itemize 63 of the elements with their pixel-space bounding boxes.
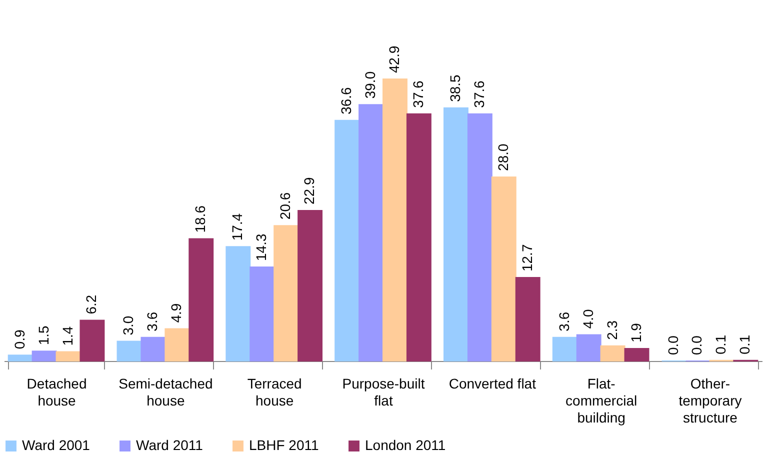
legend-label: London 2011 [365, 437, 446, 453]
bar [250, 266, 275, 362]
x-tick-label: Converted flat [448, 376, 536, 392]
bar [334, 120, 360, 362]
data-label: 0.1 [712, 334, 729, 354]
bar [491, 176, 516, 362]
data-label: 36.6 [338, 86, 354, 114]
bar [576, 334, 602, 362]
bar [358, 104, 384, 362]
bar [32, 350, 57, 362]
legend-label: Ward 2011 [136, 437, 204, 453]
data-label: 42.9 [386, 46, 402, 73]
data-label: 28.0 [494, 143, 511, 171]
data-label: 4.9 [168, 303, 184, 323]
x-tick-label: Purpose-built flat [342, 376, 425, 408]
data-label: 14.3 [253, 234, 270, 261]
bar [8, 354, 33, 362]
bar [515, 277, 540, 362]
data-label: 3.6 [556, 312, 572, 332]
data-label: 3.0 [120, 316, 136, 336]
bar [298, 210, 323, 362]
data-label: 39.0 [362, 71, 378, 99]
data-label: 3.6 [144, 312, 160, 332]
data-label: 1.5 [35, 325, 52, 346]
x-tick-label: Detached house [26, 376, 87, 408]
data-label: 37.6 [410, 80, 426, 108]
legend-label: LBHF 2011 [249, 437, 319, 453]
data-label: 6.2 [83, 294, 100, 314]
data-label: 0.1 [736, 334, 753, 354]
bar [226, 246, 251, 362]
x-tick-label: Terraced house [247, 376, 302, 408]
bar [467, 113, 492, 362]
bar [600, 345, 626, 362]
bar [80, 320, 105, 362]
data-label: 0.9 [11, 329, 28, 350]
bar [164, 328, 190, 362]
legend-label: Ward 2001 [22, 437, 90, 453]
x-tick-label: Flat- commercial building [566, 376, 638, 426]
data-label: 12.7 [518, 244, 535, 272]
data-label: 4.0 [580, 309, 596, 329]
bar [382, 78, 408, 362]
bar [443, 107, 468, 362]
bar [274, 225, 299, 362]
data-label: 0.0 [664, 335, 681, 355]
data-label: 17.4 [229, 213, 246, 241]
data-label: 38.5 [446, 74, 463, 102]
data-label: 37.6 [470, 80, 487, 108]
bar [56, 351, 81, 362]
data-label: 20.6 [277, 192, 294, 220]
data-label: 0.0 [688, 335, 705, 355]
data-label: 1.4 [59, 326, 76, 346]
bar [406, 113, 432, 362]
bar [552, 336, 578, 362]
x-tick-label: Other- temporary structure [678, 376, 742, 426]
data-label: 2.3 [604, 320, 620, 340]
bar [116, 340, 142, 362]
data-label: 18.6 [192, 205, 208, 233]
x-tick-label: Semi-detached house [118, 376, 213, 408]
bar [140, 336, 166, 362]
data-label: 22.9 [301, 177, 318, 204]
bar [624, 348, 650, 362]
data-label: 1.9 [628, 322, 644, 343]
bar [188, 238, 214, 362]
